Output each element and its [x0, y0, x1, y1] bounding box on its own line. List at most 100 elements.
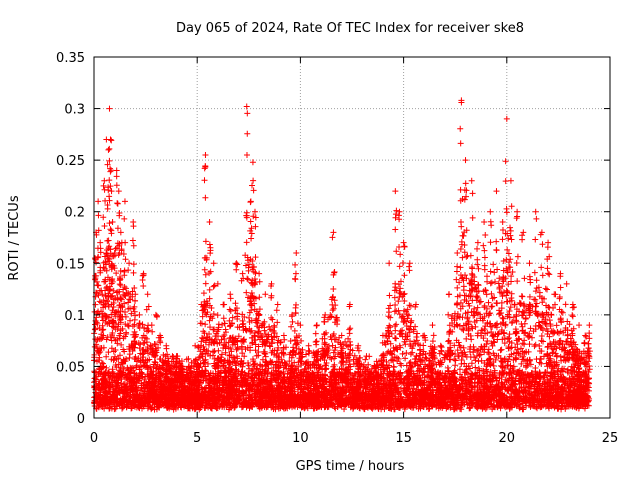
data-point — [249, 367, 256, 374]
data-point — [327, 333, 334, 340]
data-point — [103, 336, 110, 343]
data-point — [385, 333, 392, 340]
data-point — [518, 293, 525, 300]
data-point — [506, 308, 513, 315]
data-point — [491, 269, 498, 276]
data-point — [247, 328, 254, 335]
data-point — [546, 357, 553, 364]
data-point — [401, 297, 408, 304]
data-point — [509, 268, 516, 275]
data-point — [387, 340, 394, 347]
data-point — [241, 353, 248, 360]
data-point — [243, 289, 250, 296]
data-point — [222, 326, 229, 333]
data-point — [489, 295, 496, 302]
data-point — [497, 355, 504, 362]
data-point — [108, 345, 115, 352]
data-point — [451, 342, 458, 349]
data-point — [202, 356, 209, 363]
data-point — [512, 344, 519, 351]
data-point — [449, 328, 456, 335]
data-point — [567, 335, 574, 342]
data-point — [233, 346, 240, 353]
data-point — [511, 301, 518, 308]
data-point — [505, 250, 512, 257]
data-point — [507, 304, 514, 311]
data-point — [119, 361, 126, 368]
data-point — [467, 332, 474, 339]
data-point — [457, 264, 464, 271]
data-point — [287, 338, 294, 345]
data-point — [270, 364, 277, 371]
data-point — [286, 358, 293, 365]
data-point — [240, 337, 247, 344]
data-point — [460, 344, 467, 351]
data-point — [301, 366, 308, 373]
data-point — [120, 357, 127, 364]
data-point — [120, 365, 127, 372]
data-point — [454, 322, 461, 329]
data-point — [98, 359, 105, 366]
data-point — [457, 245, 464, 252]
data-point — [505, 235, 512, 242]
data-point — [402, 355, 409, 362]
data-point — [499, 293, 506, 300]
data-point — [395, 307, 402, 314]
data-point — [261, 318, 268, 325]
data-point — [128, 310, 135, 317]
data-point — [483, 341, 490, 348]
data-point — [461, 249, 468, 256]
data-point — [397, 285, 404, 292]
data-point — [114, 288, 121, 295]
data-point — [330, 349, 337, 356]
data-point — [517, 345, 524, 352]
data-point — [539, 299, 546, 306]
data-point — [124, 364, 131, 371]
data-point — [514, 278, 521, 285]
data-point — [327, 311, 334, 318]
data-point — [127, 317, 134, 324]
data-point — [466, 302, 473, 309]
data-point — [473, 293, 480, 300]
data-point — [203, 334, 210, 341]
data-point — [398, 362, 405, 369]
data-point — [463, 253, 470, 260]
data-point — [500, 278, 507, 285]
data-point — [470, 308, 477, 315]
data-point — [547, 340, 554, 347]
data-point — [267, 343, 274, 350]
data-point — [553, 362, 560, 369]
data-point — [585, 402, 592, 409]
data-point — [205, 341, 212, 348]
data-point — [343, 342, 350, 349]
data-point — [199, 313, 206, 320]
data-point — [473, 297, 480, 304]
data-point — [398, 314, 405, 321]
data-point — [459, 232, 466, 239]
data-point — [404, 311, 411, 318]
data-point — [521, 302, 528, 309]
data-point — [478, 343, 485, 350]
data-point — [543, 320, 550, 327]
data-point — [470, 343, 477, 350]
data-point — [391, 294, 398, 301]
data-point — [249, 340, 256, 347]
data-point — [345, 335, 352, 342]
data-point — [499, 363, 506, 370]
data-point — [477, 351, 484, 358]
data-point — [139, 321, 146, 328]
data-point — [282, 362, 289, 369]
data-point — [303, 351, 310, 358]
data-point — [325, 316, 332, 323]
data-point — [390, 363, 397, 370]
data-point — [412, 340, 419, 347]
data-point — [404, 306, 411, 313]
data-point — [459, 326, 466, 333]
data-point — [273, 333, 280, 340]
data-point — [526, 341, 533, 348]
data-point — [95, 282, 102, 289]
data-point — [498, 346, 505, 353]
data-point — [392, 344, 399, 351]
data-point — [204, 360, 211, 367]
